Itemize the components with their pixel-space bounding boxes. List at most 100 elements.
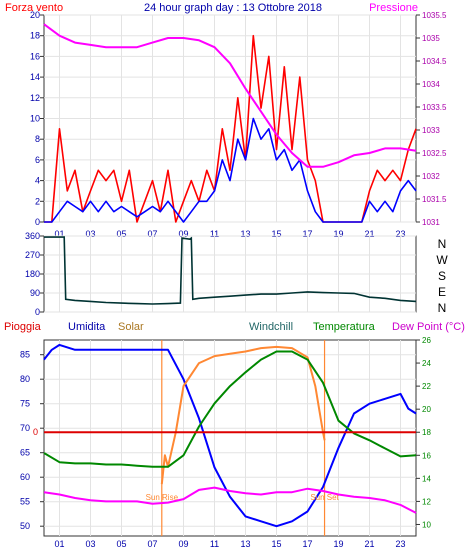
right-tick-label: 1031.5: [422, 195, 447, 204]
right-tick-label: 10: [422, 520, 431, 529]
panel2-left-ticks: 0 90 180 270 360: [25, 231, 44, 317]
x-tick-label: 15: [271, 229, 281, 239]
pressure-label: Pressione: [369, 2, 418, 14]
windchill-label: Windchill: [249, 321, 293, 333]
panel1-right-ticks: 1031 1031.5 1032 1032.5 1033 1033.5 1034 1034.5…: [416, 11, 447, 227]
series-line-umidita: [43, 343, 417, 528]
chart-title: 24 hour graph day : 13 Ottobre 2018: [144, 2, 322, 14]
left-tick-label: 75: [20, 399, 30, 409]
left-tick-label: 16: [30, 51, 40, 61]
panel1-series: [43, 23, 417, 223]
right-tick-label: 12: [422, 497, 431, 506]
left-tick-label: 6: [35, 155, 40, 165]
temperature-label: Temperatura: [313, 321, 376, 333]
solar-label: Solar: [118, 321, 144, 333]
left-tick-label: 2: [35, 196, 40, 206]
sunrise-annotation: Sun Rise: [146, 493, 179, 502]
left-tick-label: 360: [25, 231, 40, 241]
panel3-x-ticks: 01 03 05 07 09 11 13 15 17 19 21 23: [54, 539, 405, 549]
x-tick-label: 15: [271, 539, 281, 549]
left-tick-label: 4: [35, 176, 40, 186]
left-tick-label: 70: [20, 423, 30, 433]
right-tick-label: 1034.5: [422, 57, 447, 66]
rain-label: Pioggia: [4, 321, 42, 333]
right-tick-label: 1032: [422, 172, 440, 181]
x-tick-label: 07: [147, 229, 157, 239]
x-tick-label: 13: [240, 539, 250, 549]
wind-force-label: Forza vento: [5, 2, 63, 14]
series-line-pressione: [43, 23, 417, 168]
right-tick-label: 16: [422, 451, 431, 460]
left-tick-label: 180: [25, 269, 40, 279]
left-tick-label: 12: [30, 93, 40, 103]
panel1-left-ticks: 0 2 4 6 8 10 12 14 16 18 20: [30, 10, 44, 227]
compass-label: N: [438, 237, 447, 251]
series-line-dew-point-c-: [43, 486, 417, 514]
right-tick-label: 14: [422, 474, 431, 483]
right-tick-label: 24: [422, 359, 431, 368]
left-tick-label: 85: [20, 350, 30, 360]
left-tick-label: 270: [25, 250, 40, 260]
left-tick-label: 90: [30, 288, 40, 298]
series-line-solar: [160, 345, 326, 485]
x-tick-label: 03: [85, 539, 95, 549]
left-tick-label: 8: [35, 134, 40, 144]
left-tick-label: 0: [35, 307, 40, 317]
x-tick-label: 01: [54, 539, 64, 549]
panel1-x-ticks: 01 03 05 07 09 11 13 15 17 19 21 23: [54, 229, 405, 239]
dewpoint-label: Dew Point (°C): [392, 321, 465, 333]
series-line-temperatura: [43, 350, 417, 468]
x-tick-label: 17: [302, 539, 312, 549]
x-tick-label: 23: [395, 229, 405, 239]
right-tick-label: 22: [422, 382, 431, 391]
x-tick-label: 01: [54, 229, 64, 239]
right-tick-label: 18: [422, 428, 431, 437]
x-tick-label: 21: [364, 229, 374, 239]
left-tick-label: 14: [30, 72, 40, 82]
left-tick-label: 0: [35, 217, 40, 227]
x-tick-label: 07: [147, 539, 157, 549]
panel3-frame: [43, 339, 417, 537]
right-tick-label: 1033.5: [422, 103, 447, 112]
right-tick-label: 1034: [422, 80, 440, 89]
compass-label: W: [436, 253, 448, 267]
x-tick-label: 19: [333, 229, 343, 239]
x-tick-label: 05: [116, 229, 126, 239]
left-tick-label: 65: [20, 448, 30, 458]
x-tick-label: 05: [116, 539, 126, 549]
right-tick-label: 26: [422, 336, 431, 345]
panel3-right-ticks: 10 12 14 16 18 20 22 24 26: [416, 336, 431, 529]
compass-label: N: [438, 301, 447, 315]
sunset-annotation: Sun Set: [310, 493, 339, 502]
x-tick-label: 09: [178, 229, 188, 239]
left-tick-label: 18: [30, 31, 40, 41]
left-tick-label: 10: [30, 114, 40, 124]
x-tick-label: 17: [302, 229, 312, 239]
panel3-series: [43, 343, 417, 528]
right-tick-label: 1031: [422, 218, 440, 227]
humidity-label: Umidita: [68, 321, 106, 333]
x-tick-label: 03: [85, 229, 95, 239]
x-tick-label: 21: [364, 539, 374, 549]
right-tick-label: 1032.5: [422, 149, 447, 158]
compass-label: S: [438, 269, 446, 283]
left-tick-label: 80: [20, 374, 30, 384]
x-tick-label: 09: [178, 539, 188, 549]
left-tick-label: 20: [30, 10, 40, 20]
x-tick-label: 11: [210, 229, 219, 239]
right-tick-label: 1035: [422, 34, 440, 43]
x-tick-label: 19: [333, 539, 343, 549]
left-tick-label: 50: [20, 521, 30, 531]
x-tick-label: 23: [395, 539, 405, 549]
panel2-series: [44, 236, 417, 305]
compass-label: E: [438, 285, 446, 299]
left-tick-label: 60: [20, 472, 30, 482]
right-tick-label: 1035.5: [422, 11, 447, 20]
right-tick-label: 20: [422, 405, 431, 414]
rain-zero-label: 0: [33, 427, 38, 437]
x-tick-label: 13: [240, 229, 250, 239]
left-tick-label: 55: [20, 497, 30, 507]
right-tick-label: 1033: [422, 126, 440, 135]
